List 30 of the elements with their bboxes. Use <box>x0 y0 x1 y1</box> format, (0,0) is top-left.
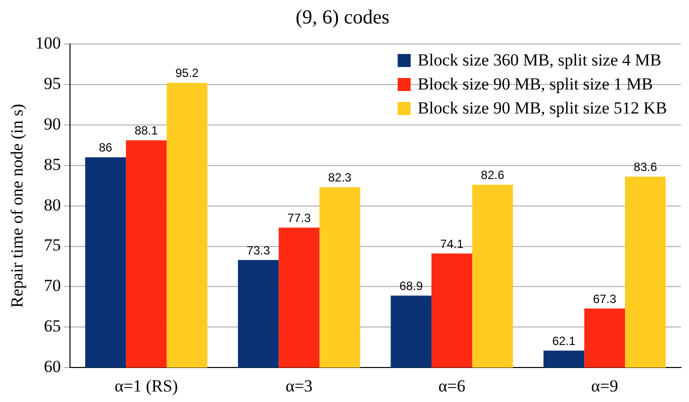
y-tick-label: 75 <box>44 236 61 255</box>
data-label: 74.1 <box>440 236 464 251</box>
chart-title: (9, 6) codes <box>296 6 390 28</box>
y-tick-label: 80 <box>44 195 61 214</box>
data-label: 88.1 <box>134 124 158 138</box>
data-label: 82.3 <box>328 170 352 185</box>
legend-label: Block size 360 MB, split size 4 MB <box>418 50 662 70</box>
data-label: 95.2 <box>175 66 200 80</box>
y-tick-label: 85 <box>44 154 61 174</box>
data-label: 73.3 <box>246 243 270 258</box>
data-label: 83.6 <box>634 160 658 174</box>
y-tick-label: 70 <box>44 276 61 296</box>
data-label: 86 <box>98 140 113 155</box>
y-tick-label: 95 <box>44 74 61 93</box>
legend-label: Block size 90 MB, split size 512 KB <box>418 98 668 118</box>
y-tick-label: 65 <box>44 316 61 336</box>
x-tick-label: α=3 <box>286 376 313 396</box>
data-label: 77.3 <box>287 210 312 225</box>
x-tick-label: α=6 <box>438 376 466 396</box>
x-tick-label: α=9 <box>591 376 618 396</box>
data-label: 82.6 <box>480 168 505 182</box>
data-label: 67.3 <box>592 292 617 306</box>
x-tick-label: α=1 (RS) <box>114 376 178 396</box>
y-tick-label: 100 <box>35 33 61 52</box>
y-tick-label: 90 <box>44 114 61 134</box>
y-tick-label: 60 <box>44 357 61 376</box>
legend-label: Block size 90 MB, split size 1 MB <box>418 74 653 94</box>
data-label: 62.1 <box>552 334 576 348</box>
y-axis-title: Repair time of one node (in s) <box>8 104 27 308</box>
data-label: 68.9 <box>399 278 424 293</box>
